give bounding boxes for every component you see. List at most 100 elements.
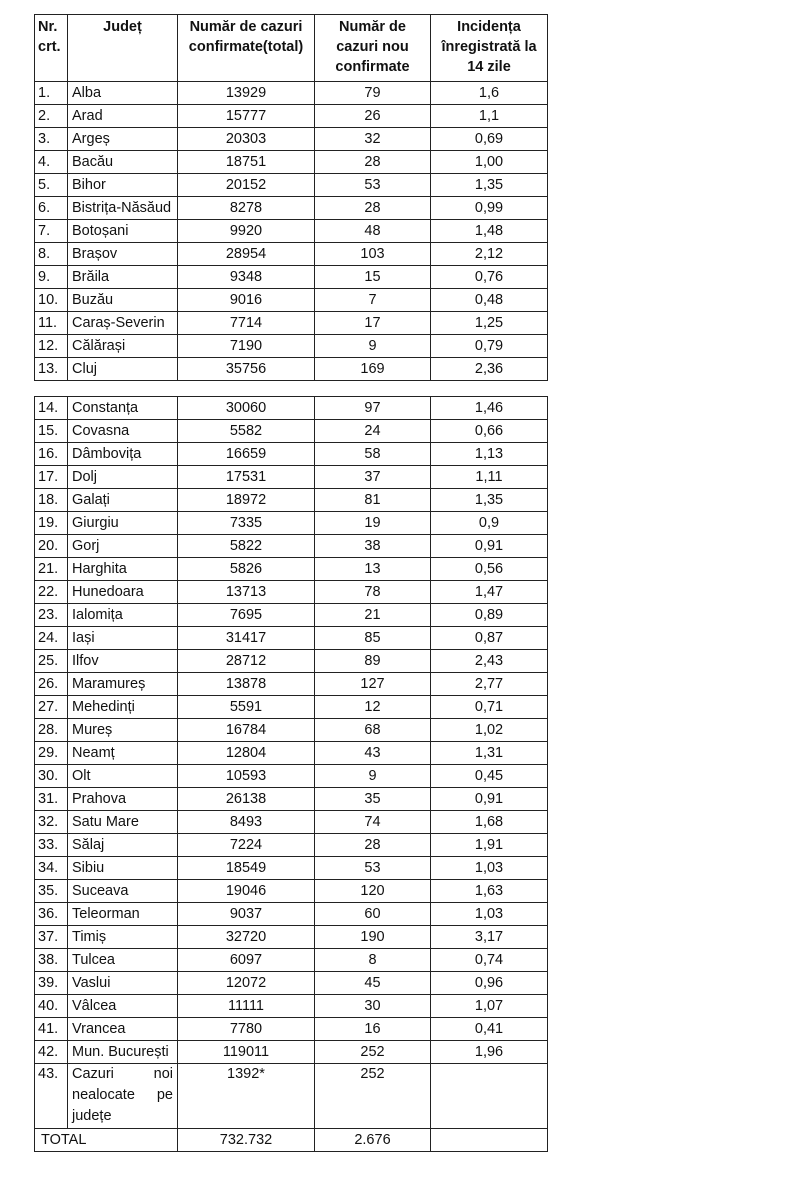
- row-county: Dolj: [67, 465, 178, 489]
- table-row: 31. Prahova 26138 35 0,91: [34, 787, 548, 811]
- unallocated-row: 43. Cazuri noi nealocate pe județe 1392*…: [34, 1063, 548, 1129]
- row-nr: 14.: [34, 396, 68, 420]
- row-new-cases: 78: [314, 580, 431, 604]
- row-new-cases: 79: [314, 81, 431, 105]
- row-incidence: 1,91: [430, 833, 548, 857]
- table-row: 32. Satu Mare 8493 74 1,68: [34, 810, 548, 834]
- row-county: Gorj: [67, 534, 178, 558]
- row-new-cases: 32: [314, 127, 431, 151]
- row-incidence: 0,66: [430, 419, 548, 443]
- row-new-cases: 30: [314, 994, 431, 1018]
- row-incidence: 1,63: [430, 879, 548, 903]
- table-row: 34. Sibiu 18549 53 1,03: [34, 856, 548, 880]
- row-county: Covasna: [67, 419, 178, 443]
- row-incidence: 1,13: [430, 442, 548, 466]
- row-nr: 22.: [34, 580, 68, 604]
- row-county: Vaslui: [67, 971, 178, 995]
- table-row: 24. Iași 31417 85 0,87: [34, 626, 548, 650]
- table-row: 14. Constanța 30060 97 1,46: [34, 396, 548, 420]
- row-new-cases: 85: [314, 626, 431, 650]
- table-row: 27. Mehedinți 5591 12 0,71: [34, 695, 548, 719]
- row-nr: 3.: [34, 127, 68, 151]
- table-row: 22. Hunedoara 13713 78 1,47: [34, 580, 548, 604]
- row-total-cases: 9348: [177, 265, 315, 289]
- row-incidence: 0,56: [430, 557, 548, 581]
- row-county: Arad: [67, 104, 178, 128]
- row-incidence: 1,35: [430, 488, 548, 512]
- row-new-cases: 21: [314, 603, 431, 627]
- row-new-cases: 7: [314, 288, 431, 312]
- row-total-cases: 19046: [177, 879, 315, 903]
- table-row: 41. Vrancea 7780 16 0,41: [34, 1017, 548, 1041]
- row-total-cases: 5582: [177, 419, 315, 443]
- row-incidence: 1,1: [430, 104, 548, 128]
- total-row: TOTAL 732.732 2.676: [34, 1128, 548, 1152]
- row-county: Neamț: [67, 741, 178, 765]
- total-incidence: [430, 1128, 548, 1152]
- row-nr: 1.: [34, 81, 68, 105]
- header-county: Județ: [67, 14, 178, 82]
- row-new-cases: 43: [314, 741, 431, 765]
- row-new-cases: 58: [314, 442, 431, 466]
- table-row: 11. Caraș-Severin 7714 17 1,25: [34, 311, 548, 335]
- row-new-cases: 37: [314, 465, 431, 489]
- row-new-cases: 252: [314, 1040, 431, 1064]
- row-total-cases: 7224: [177, 833, 315, 857]
- table-row: 42. Mun. București 119011 252 1,96: [34, 1040, 548, 1064]
- row-total-cases: 18549: [177, 856, 315, 880]
- row-new-cases: 38: [314, 534, 431, 558]
- row-total-cases: 20303: [177, 127, 315, 151]
- row-new-cases: 120: [314, 879, 431, 903]
- row-new-cases: 26: [314, 104, 431, 128]
- header-incidence: Incidența înregistrată la 14 zile: [430, 14, 548, 82]
- table-row: 25. Ilfov 28712 89 2,43: [34, 649, 548, 673]
- row-nr: 19.: [34, 511, 68, 535]
- row-county: Buzău: [67, 288, 178, 312]
- row-nr: 37.: [34, 925, 68, 949]
- row-total-cases: 11111: [177, 994, 315, 1018]
- row-county: Giurgiu: [67, 511, 178, 535]
- row-total-cases: 32720: [177, 925, 315, 949]
- row-total-cases: 13929: [177, 81, 315, 105]
- row-total-cases: 7714: [177, 311, 315, 335]
- row-county: Mehedinți: [67, 695, 178, 719]
- row-new-cases: 252: [314, 1063, 431, 1129]
- row-new-cases: 127: [314, 672, 431, 696]
- row-incidence: 1,11: [430, 465, 548, 489]
- row-nr: 8.: [34, 242, 68, 266]
- row-incidence: 0,74: [430, 948, 548, 972]
- row-incidence: 1,00: [430, 150, 548, 174]
- row-county: Satu Mare: [67, 810, 178, 834]
- row-total-cases: 9037: [177, 902, 315, 926]
- row-incidence: 1,6: [430, 81, 548, 105]
- row-county: Ialomița: [67, 603, 178, 627]
- row-county: Argeș: [67, 127, 178, 151]
- row-nr: 7.: [34, 219, 68, 243]
- row-nr: 35.: [34, 879, 68, 903]
- row-incidence: 0,9: [430, 511, 548, 535]
- row-nr: 16.: [34, 442, 68, 466]
- row-incidence: 1,48: [430, 219, 548, 243]
- row-county: Cazuri noi nealocate pe județe: [67, 1063, 178, 1129]
- row-county: Iași: [67, 626, 178, 650]
- row-new-cases: 28: [314, 150, 431, 174]
- row-new-cases: 48: [314, 219, 431, 243]
- row-total-cases: 18751: [177, 150, 315, 174]
- row-nr: 2.: [34, 104, 68, 128]
- row-county: Cluj: [67, 357, 178, 381]
- row-new-cases: 68: [314, 718, 431, 742]
- row-new-cases: 45: [314, 971, 431, 995]
- row-total-cases: 7335: [177, 511, 315, 535]
- row-county: Maramureș: [67, 672, 178, 696]
- row-total-cases: 30060: [177, 396, 315, 420]
- table-row: 20. Gorj 5822 38 0,91: [34, 534, 548, 558]
- row-county: Galați: [67, 488, 178, 512]
- row-nr: 32.: [34, 810, 68, 834]
- row-nr: 29.: [34, 741, 68, 765]
- row-incidence: 0,89: [430, 603, 548, 627]
- row-incidence: 1,47: [430, 580, 548, 604]
- row-total-cases: 9920: [177, 219, 315, 243]
- table-row: 29. Neamț 12804 43 1,31: [34, 741, 548, 765]
- table-row: 38. Tulcea 6097 8 0,74: [34, 948, 548, 972]
- row-incidence: 0,87: [430, 626, 548, 650]
